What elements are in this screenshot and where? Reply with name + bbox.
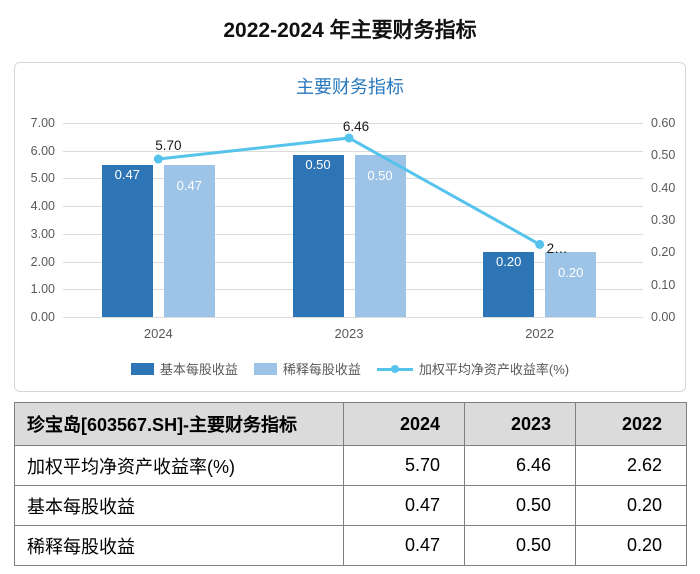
metric-value-cell: 0.50 xyxy=(464,485,576,526)
legend-item: 基本每股收益 xyxy=(130,359,238,378)
left-axis-tick: 3.00 xyxy=(30,226,55,241)
legend-bar-swatch-icon xyxy=(130,362,154,375)
bar-diluted-eps xyxy=(545,252,597,317)
metric-name-cell: 基本每股收益 xyxy=(14,485,344,526)
year-header-cell: 2024 xyxy=(343,402,465,446)
right-axis-tick: 0.10 xyxy=(651,277,676,292)
metric-name-cell: 加权平均净资产收益率(%) xyxy=(14,445,344,486)
legend-label: 加权平均净资产收益率(%) xyxy=(418,362,570,377)
chart-title: 主要财务指标 xyxy=(296,77,404,97)
line-value-label: 6.46 xyxy=(342,118,370,134)
metric-value-cell: 0.47 xyxy=(343,525,465,566)
bar-basic-eps xyxy=(292,155,344,317)
right-axis-tick: 0.30 xyxy=(651,213,676,227)
left-axis-tick: 0.00 xyxy=(30,310,55,324)
bar-value-label: 0.50 xyxy=(305,157,331,173)
line-marker xyxy=(535,239,545,249)
legend-label: 稀释每股收益 xyxy=(282,362,361,377)
left-axis-tick: 2.00 xyxy=(30,254,55,269)
line-marker xyxy=(153,154,163,164)
gridline xyxy=(63,317,643,318)
plot-area: 7.00 6.00 5.00 4.00 3.00 2.00 1.00 0.00 0.60 0.50… xyxy=(15,63,685,391)
right-axis-tick: 0.60 xyxy=(651,116,676,130)
table-row: 基本每股收益 0.47 0.50 0.20 xyxy=(14,485,687,526)
legend-label: 基本每股收益 xyxy=(159,362,238,377)
chart-panel: 主要财务指标 7.00 6.00 5.00 4.00 3.00 2.00 1.00 0.00 0… xyxy=(14,62,686,392)
table-title-cell: 珍宝岛[603567.SH]-主要财务指标 xyxy=(14,402,344,446)
table-row: 加权平均净资产收益率(%) 5.70 6.46 2.62 xyxy=(14,445,687,486)
table-row: 稀释每股收益 0.47 0.50 0.20 xyxy=(14,525,687,566)
right-axis-tick: 0.40 xyxy=(651,180,676,195)
metric-value-cell: 5.70 xyxy=(343,445,465,486)
gridline xyxy=(63,123,643,124)
table-body: 加权平均净资产收益率(%) 5.70 6.46 2.62 基本每股收益 0.47 0.50 0… xyxy=(14,445,687,566)
chart-legend: 基本每股收益 稀释每股收益 加权平均净资产收益率(%) xyxy=(15,359,685,378)
bar-value-label: 0.50 xyxy=(367,168,393,184)
year-header-cell: 2022 xyxy=(575,402,687,446)
metric-value-cell: 6.46 xyxy=(464,445,576,486)
right-axis-tick: 0.50 xyxy=(651,148,676,163)
line-marker xyxy=(344,133,354,143)
financial-table: 珍宝岛[603567.SH]-主要财务指标 2024 2023 2022 加权平均净资… xyxy=(14,402,687,566)
right-axis-tick: 0.20 xyxy=(651,245,676,260)
left-axis-tick: 4.00 xyxy=(30,199,55,214)
metric-value-cell: 0.20 xyxy=(575,485,687,526)
table-header-row: 珍宝岛[603567.SH]-主要财务指标 2024 2023 2022 xyxy=(14,402,687,446)
bar-basic-eps xyxy=(101,165,153,317)
x-axis-label: 2022 xyxy=(525,326,555,341)
right-axis-tick: 0.00 xyxy=(651,310,676,324)
page-title: 2022-2024 年主要财务指标 xyxy=(223,19,477,42)
legend-line-swatch-icon xyxy=(376,363,413,375)
metric-value-cell: 0.50 xyxy=(464,525,576,566)
left-axis-tick: 1.00 xyxy=(30,282,55,297)
bar-value-label: 0.47 xyxy=(176,178,202,194)
line-value-label: 2… xyxy=(546,241,568,257)
year-header-cell: 2023 xyxy=(464,402,576,446)
metric-value-cell: 0.20 xyxy=(575,525,687,566)
metric-name-cell: 稀释每股收益 xyxy=(14,525,344,566)
legend-bar-swatch-icon xyxy=(253,362,277,375)
table-header: 珍宝岛[603567.SH]-主要财务指标 2024 2023 2022 xyxy=(14,402,687,446)
left-axis-tick: 7.00 xyxy=(30,116,55,130)
bar-value-label: 0.20 xyxy=(558,265,584,281)
gridline xyxy=(63,289,643,291)
metric-value-cell: 2.62 xyxy=(575,445,687,486)
legend-item: 稀释每股收益 xyxy=(253,359,361,378)
gridline xyxy=(63,261,643,263)
metric-value-cell: 0.47 xyxy=(343,485,465,526)
gridline xyxy=(63,150,643,152)
left-axis-tick: 6.00 xyxy=(30,143,55,158)
x-axis-label: 2023 xyxy=(334,326,364,341)
x-axis-label: 2024 xyxy=(143,326,173,341)
bar-value-label: 0.20 xyxy=(496,254,522,270)
left-axis-tick: 5.00 xyxy=(30,171,55,186)
bar-value-label: 0.47 xyxy=(114,167,140,183)
line-value-label: 5.70 xyxy=(155,138,182,154)
bar-basic-eps xyxy=(483,252,535,317)
legend-item: 加权平均净资产收益率(%) xyxy=(376,359,570,378)
